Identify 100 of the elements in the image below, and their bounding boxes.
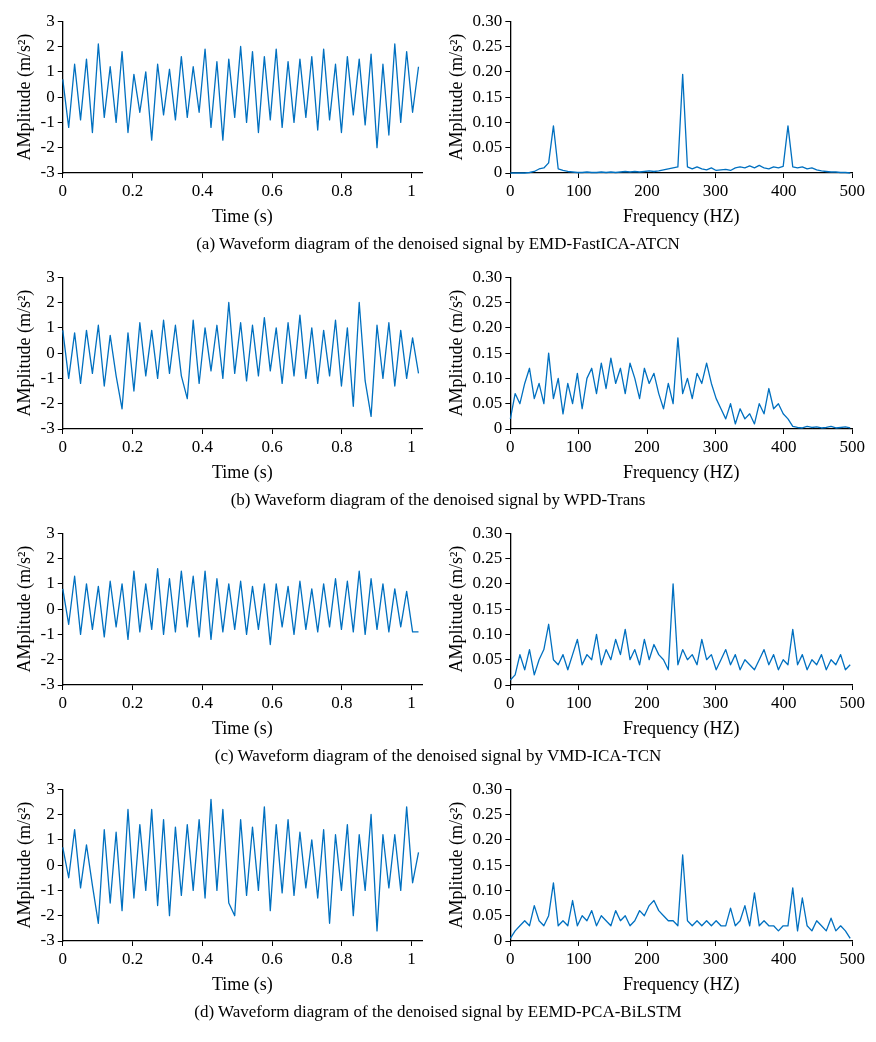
x-tick-label: 1 (407, 948, 416, 968)
x-tick-label: 100 (565, 180, 592, 200)
y-axis-title: AMplitude (m/s²) (13, 545, 35, 673)
y-tick-label: -1 (40, 879, 55, 899)
y-tick-label: -3 (40, 162, 55, 182)
y-tick-label: 0.15 (472, 342, 503, 362)
y-tick-label: 3 (46, 522, 55, 542)
x-tick-label: 0.6 (261, 692, 283, 712)
x-tick-label: 0.2 (121, 692, 144, 712)
x-tick-label: 0.2 (121, 948, 144, 968)
x-tick-label: 0.2 (121, 436, 144, 456)
y-tick-label: 0.20 (472, 573, 503, 593)
y-tick-label: 0.05 (472, 905, 503, 925)
y-tick-label: 0.25 (472, 291, 503, 311)
y-tick-label: -3 (40, 930, 55, 950)
y-tick-label: 0 (493, 674, 503, 694)
y-tick-label: 0.20 (472, 317, 503, 337)
y-tick-label: 2 (46, 803, 55, 823)
y-tick-label: 2 (46, 35, 55, 55)
y-tick-label: 0.20 (472, 61, 503, 81)
x-tick-label: 200 (634, 436, 660, 456)
y-tick-label: 0.05 (472, 393, 503, 413)
y-tick-label: 0.25 (472, 35, 503, 55)
y-tick-label: 3 (46, 778, 55, 798)
y-tick-label: -2 (40, 905, 55, 925)
x-tick-label: 0.4 (191, 692, 214, 712)
x-tick-label: 0.6 (261, 180, 283, 200)
y-tick-label: 0.10 (472, 367, 503, 387)
x-axis-title: Frequency (HZ) (623, 717, 740, 739)
y-tick-label: 1 (46, 573, 55, 593)
x-tick-label: 300 (702, 692, 729, 712)
y-tick-label: 3 (46, 10, 55, 30)
x-tick-label: 300 (702, 948, 729, 968)
x-tick-label: 300 (702, 436, 729, 456)
text: (b) Waveform diagram of the denoised signal by WPD-Trans (229, 490, 647, 510)
y-axis-title: AMplitude (m/s²) (13, 33, 35, 161)
y-tick-label: -1 (40, 111, 55, 131)
y-tick-label: 0.20 (472, 829, 503, 849)
y-axis-title: AMplitude (m/s²) (445, 289, 467, 417)
text: (d) Waveform diagram of the denoised signal by EEMD-PCA-BiLSTM (193, 1002, 683, 1022)
y-tick-label: 3 (46, 266, 55, 286)
y-tick-label: 1 (46, 829, 55, 849)
x-tick-label: 1 (407, 436, 416, 456)
x-tick-label: 0.6 (261, 948, 283, 968)
y-tick-label: 0 (46, 86, 55, 106)
y-tick-label: 0 (493, 418, 503, 438)
x-tick-label: 0.8 (331, 180, 353, 200)
y-tick-label: -2 (40, 137, 55, 157)
x-tick-label: 500 (839, 692, 865, 712)
y-tick-label: 0.15 (472, 598, 503, 618)
y-tick-label: -3 (40, 418, 55, 438)
y-tick-label: -1 (40, 623, 55, 643)
y-tick-label: 0 (493, 930, 503, 950)
y-tick-label: 0.25 (472, 803, 503, 823)
y-tick-label: 0.10 (472, 623, 503, 643)
y-tick-label: 2 (46, 547, 55, 567)
x-tick-label: 200 (634, 180, 660, 200)
text: (c) Waveform diagram of the denoised signal by VMD-ICA-TCN (213, 746, 663, 766)
y-tick-label: 1 (46, 317, 55, 337)
y-tick-label: 2 (46, 291, 55, 311)
x-axis-title: Time (s) (211, 717, 273, 739)
y-tick-label: -2 (40, 393, 55, 413)
y-tick-label: 0.15 (472, 854, 503, 874)
y-tick-label: 0.15 (472, 86, 503, 106)
x-tick-label: 0.2 (121, 180, 144, 200)
y-axis-title: AMplitude (m/s²) (445, 801, 467, 929)
x-tick-label: 300 (702, 180, 729, 200)
y-tick-label: 0.05 (472, 137, 503, 157)
y-tick-label: 1 (46, 61, 55, 81)
y-tick-label: 0 (46, 598, 55, 618)
y-tick-label: 0 (46, 854, 55, 874)
x-tick-label: 0.8 (331, 692, 353, 712)
x-tick-label: 1 (407, 180, 416, 200)
y-tick-label: 0 (493, 162, 503, 182)
y-axis-title: AMplitude (m/s²) (13, 801, 35, 929)
y-axis-title: AMplitude (m/s²) (13, 289, 35, 417)
x-tick-label: 1 (407, 692, 416, 712)
y-tick-label: 0.30 (472, 10, 503, 30)
y-tick-label: 0.30 (472, 266, 503, 286)
y-tick-label: -1 (40, 367, 55, 387)
x-tick-label: 500 (839, 436, 865, 456)
y-axis-title: AMplitude (m/s²) (445, 33, 467, 161)
y-tick-label: 0.30 (472, 778, 503, 798)
y-tick-label: 0.25 (472, 547, 503, 567)
x-tick-label: 100 (565, 436, 592, 456)
y-tick-label: 0.10 (472, 111, 503, 131)
y-tick-label: 0 (46, 342, 55, 362)
x-tick-label: 0.8 (331, 948, 353, 968)
x-tick-label: 0.8 (331, 436, 353, 456)
x-tick-label: 0.4 (191, 180, 214, 200)
text: (a) Waveform diagram of the denoised signal by EMD-FastICA-ATCN (195, 234, 681, 254)
y-tick-label: 0.05 (472, 649, 503, 669)
y-tick-label: -3 (40, 674, 55, 694)
x-tick-label: 100 (565, 692, 592, 712)
x-tick-label: 400 (771, 692, 797, 712)
x-axis-title: Frequency (HZ) (623, 973, 740, 995)
x-tick-label: 0.4 (191, 948, 214, 968)
x-tick-label: 400 (771, 180, 797, 200)
y-tick-label: 0.30 (472, 522, 503, 542)
x-axis-title: Frequency (HZ) (623, 205, 740, 227)
